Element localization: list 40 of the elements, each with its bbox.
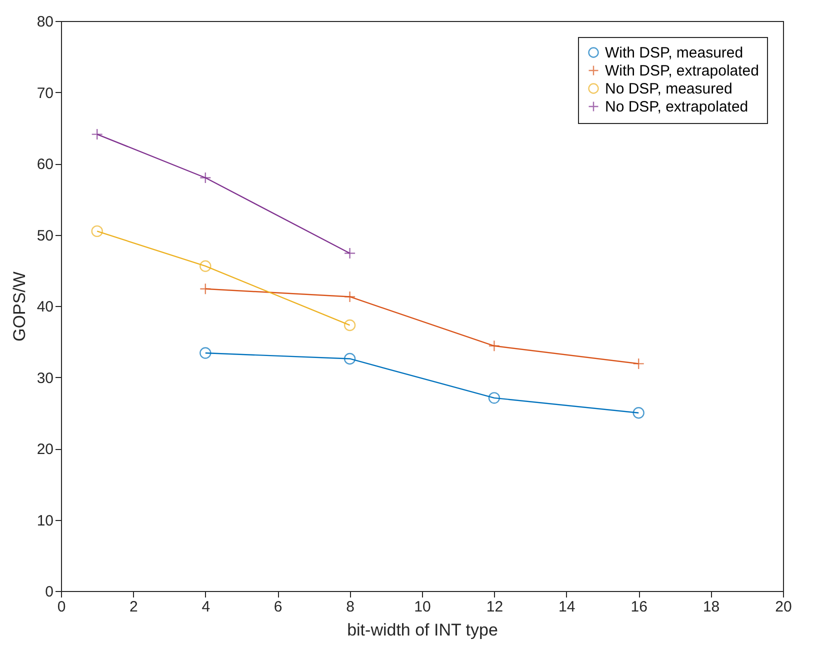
x-tick-label: 8 <box>346 598 354 616</box>
x-tick-label: 0 <box>57 598 66 616</box>
point <box>632 407 644 419</box>
point <box>200 172 212 184</box>
point <box>344 352 356 365</box>
x-tick-label: 4 <box>202 598 210 616</box>
legend-label: No DSP, measured <box>605 80 732 98</box>
y-tick-label: 80 <box>36 14 54 30</box>
point <box>344 319 356 332</box>
y-tick-label: 30 <box>36 370 54 387</box>
y-tick-label: 50 <box>36 227 54 244</box>
point <box>488 392 500 404</box>
legend-label: With DSP, extrapolated <box>605 62 759 80</box>
x-tick-label: 20 <box>775 598 792 616</box>
x-tick-label: 16 <box>630 598 648 616</box>
y-tick-label: 0 <box>45 584 54 600</box>
y-tick-label: 60 <box>36 156 54 173</box>
y-tick-label: 10 <box>36 512 54 530</box>
legend-label: With DSP, measured <box>605 44 744 62</box>
y-tick-label: 40 <box>36 298 54 316</box>
x-tick-label: 6 <box>274 598 282 616</box>
x-tick-label: 2 <box>130 598 138 616</box>
point <box>488 340 500 352</box>
point <box>91 225 103 238</box>
point <box>200 347 212 359</box>
x-tick-label: 14 <box>558 598 576 616</box>
point <box>91 128 103 140</box>
y-tick-label: 20 <box>36 441 54 458</box>
x-tick-label: 10 <box>414 598 431 616</box>
point <box>344 290 356 303</box>
point <box>632 358 644 370</box>
y-axis-title: GOPS/W <box>10 272 29 342</box>
x-tick-label: 12 <box>486 598 504 616</box>
x-tick-label: 18 <box>702 598 720 616</box>
point <box>344 247 356 260</box>
y-tick-label: 70 <box>36 84 54 102</box>
legend-label: No DSP, extrapolated <box>605 98 748 116</box>
point <box>200 283 212 295</box>
point <box>200 260 212 272</box>
x-axis-title: bit-width of INT type <box>347 620 498 640</box>
